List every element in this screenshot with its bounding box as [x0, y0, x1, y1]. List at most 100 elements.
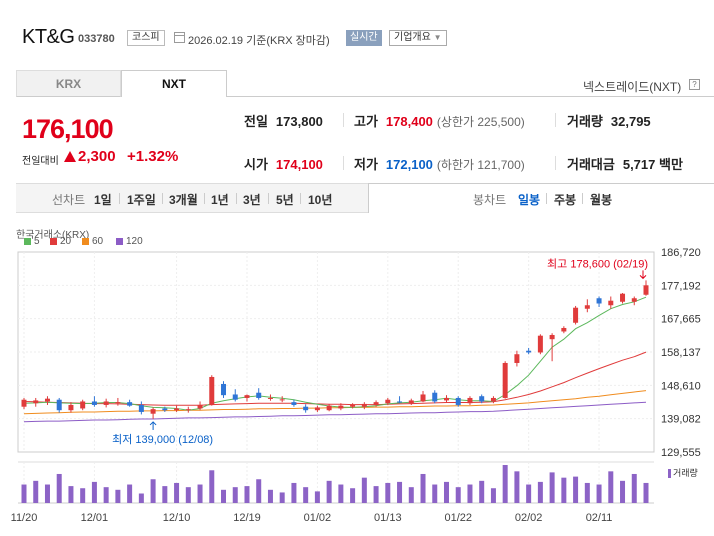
x-tick-label: 01/02: [304, 512, 332, 524]
volume-bar: [432, 484, 438, 503]
min-price-label: 최저 139,000 (12/08): [112, 433, 213, 446]
candle-body: [103, 401, 109, 405]
candle-body: [596, 298, 602, 304]
y-tick-label: 177,192: [661, 280, 701, 292]
volume-bar: [326, 480, 332, 503]
stat-prev-close-label: 전일: [244, 114, 268, 129]
legend-ma5-label: 5: [34, 236, 40, 247]
candle-body: [244, 395, 250, 398]
help-icon[interactable]: ?: [689, 79, 700, 90]
stat-open-label: 시가: [244, 157, 268, 172]
candle-body: [537, 335, 543, 353]
candle-body: [350, 404, 356, 407]
volume-bar: [221, 489, 227, 503]
period-1d[interactable]: 1일: [94, 193, 112, 207]
x-tick-label: 12/19: [233, 512, 261, 524]
volume-bar: [537, 481, 543, 503]
stat-high-value: 178,400: [385, 114, 433, 129]
candle-body: [479, 396, 485, 402]
volume-bar: [420, 473, 426, 503]
y-tick-label: 158,137: [661, 347, 701, 359]
moving-average-ma5: [23, 296, 647, 411]
volume-bar: [397, 481, 403, 503]
candle-body: [68, 404, 74, 411]
candle-monthly[interactable]: 월봉: [590, 193, 613, 207]
volume-bar: [361, 477, 367, 503]
tab-nxt[interactable]: NXT: [121, 70, 227, 97]
realtime-button[interactable]: 실시간: [346, 30, 382, 46]
candle-body: [115, 402, 121, 404]
stat-volume-label: 거래량: [567, 114, 603, 129]
change-percent: +1.32%: [127, 148, 179, 165]
volume-bar: [127, 484, 133, 503]
period-5y[interactable]: 5년: [276, 193, 294, 207]
volume-bar: [479, 480, 485, 503]
stat-divider: [555, 113, 556, 127]
min-arrow-head: [149, 421, 157, 426]
volume-bar: [561, 477, 567, 503]
volume-bar: [185, 487, 191, 503]
volume-bar: [443, 481, 449, 503]
period-10y[interactable]: 10년: [308, 193, 333, 207]
volume-bar: [33, 480, 39, 503]
stock-code: 033780: [78, 33, 115, 45]
period-divider: [204, 193, 205, 204]
volume-bar: [338, 484, 344, 503]
y-tick-label: 129,555: [661, 447, 701, 459]
as-of-date: 2026.02.19 기준(KRX 장마감): [188, 35, 330, 47]
volume-swatch: [668, 469, 671, 479]
volume-bar: [526, 484, 532, 503]
volume-bar: [584, 482, 590, 503]
legend-ma120: 120: [116, 236, 143, 247]
volume-bar: [608, 471, 614, 503]
x-tick-label: 01/13: [374, 512, 402, 524]
volume-bar: [631, 473, 637, 503]
exchange-tabs: KRX NXT: [16, 70, 228, 97]
period-1w[interactable]: 1주일: [127, 193, 156, 207]
y-tick-label: 167,665: [661, 314, 701, 326]
stat-divider: [343, 113, 344, 127]
candle-body: [138, 404, 144, 412]
candle-body: [326, 405, 332, 411]
volume-bar: [91, 481, 97, 503]
volume-bar: [620, 480, 626, 503]
candle-body: [361, 403, 367, 407]
stat-lower-limit: (하한가 121,700): [436, 158, 525, 172]
volume-bar: [150, 479, 156, 503]
legend-swatch: [82, 237, 89, 245]
stat-high-label: 고가: [354, 114, 378, 129]
period-1y[interactable]: 1년: [211, 193, 229, 207]
x-tick-label: 02/02: [515, 512, 543, 524]
candle-body: [303, 406, 309, 411]
volume-bar: [514, 471, 520, 503]
company-overview-dropdown[interactable]: 기업개요 ▼: [389, 30, 447, 46]
legend-swatch: [116, 237, 123, 245]
stat-low-label: 저가: [354, 157, 378, 172]
volume-bar: [303, 487, 309, 503]
candle-weekly[interactable]: 주봉: [554, 193, 577, 207]
candle-body: [443, 397, 449, 401]
period-divider: [300, 193, 301, 204]
max-arrow-head: [639, 275, 647, 280]
candle-body: [373, 402, 379, 405]
period-3m[interactable]: 3개월: [169, 193, 198, 207]
volume-bar: [68, 486, 74, 503]
candle-daily[interactable]: 일봉: [518, 193, 541, 207]
line-chart-label: 선차트: [52, 193, 86, 207]
candle-body: [420, 394, 426, 402]
candle-body: [209, 376, 215, 405]
y-tick-label: 186,720: [661, 247, 701, 259]
tab-krx[interactable]: KRX: [16, 70, 121, 97]
candle-body: [490, 397, 496, 402]
nextrade-label: 넥스트레이드(NXT): [583, 80, 682, 94]
x-tick-label: 12/10: [163, 512, 191, 524]
volume-bar: [596, 484, 602, 503]
period-3y[interactable]: 3년: [243, 193, 261, 207]
volume-bar: [80, 488, 86, 503]
volume-bar: [455, 487, 461, 503]
stat-prev-close-value: 173,800: [275, 114, 323, 129]
current-price: 176,100: [22, 114, 114, 144]
stat-low-value: 172,100: [385, 157, 433, 172]
candle-body: [221, 383, 227, 396]
